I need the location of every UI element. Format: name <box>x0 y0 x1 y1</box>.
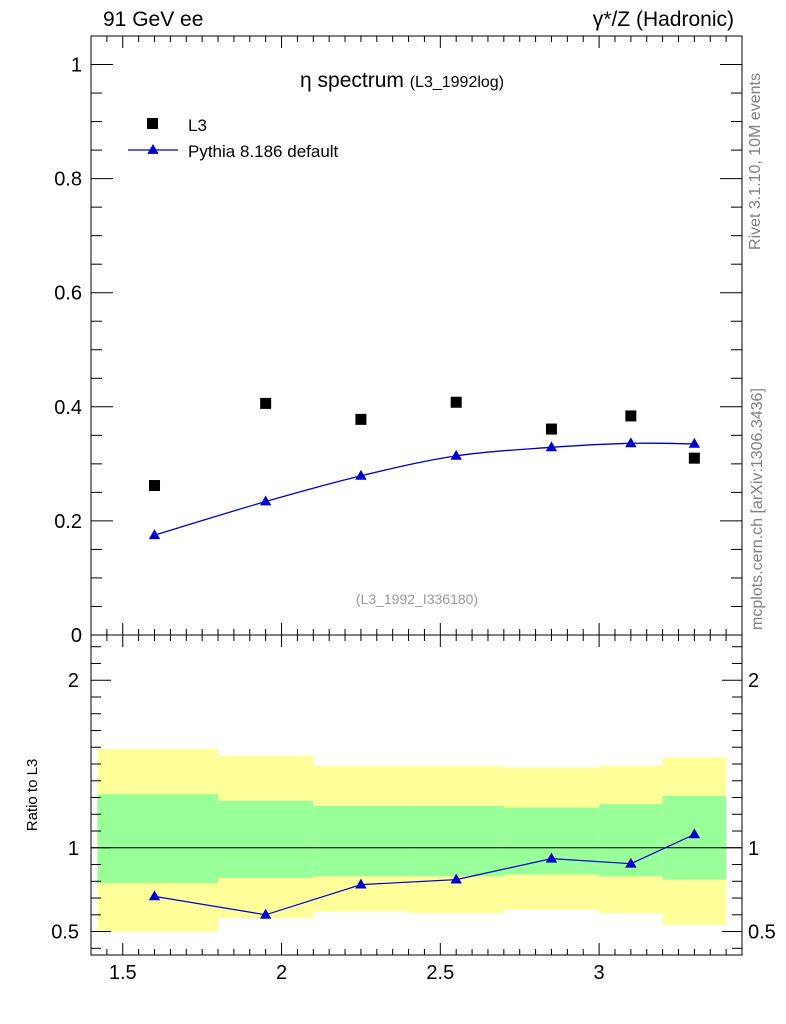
ratio-y-tick-label-left: 1 <box>68 838 79 860</box>
mc-curve <box>154 442 695 536</box>
legend: L3 Pythia 8.186 default <box>128 116 339 161</box>
ratio-y-tick-label-left: 0.5 <box>51 922 79 944</box>
plot-title-main: η spectrum <box>300 69 404 92</box>
uncertainty-band-inner <box>408 805 504 877</box>
ratio-point <box>625 857 637 868</box>
legend-marker-l3 <box>147 118 158 129</box>
x-tick-label: 3 <box>594 962 605 984</box>
uncertainty-band-inner <box>313 805 409 877</box>
ratio-y-axis-label: Ratio to L3 <box>24 759 41 832</box>
analysis-watermark: (L3_1992_I336180) <box>356 591 478 607</box>
y-tick-label: 0.2 <box>54 511 82 533</box>
ratio-y-tick-label-right: 2 <box>748 670 759 692</box>
data-point <box>355 413 367 425</box>
mc-point <box>450 449 462 460</box>
mc-point <box>355 469 367 480</box>
uncertainty-band-inner <box>503 807 600 875</box>
header-right: γ*/Z (Hadronic) <box>592 8 734 31</box>
y-tick-label: 0 <box>71 625 82 647</box>
main-panel: 0 0.2 0.4 0.6 0.8 1 η spectrum (L3_1992log) (… <box>54 35 743 647</box>
mc-point <box>625 437 637 448</box>
ratio-point <box>545 852 558 863</box>
ratio-plot-frame <box>90 634 743 956</box>
ratio-point <box>259 908 272 919</box>
plot-title-suffix: (L3_1992log) <box>410 74 504 91</box>
data-point <box>688 452 700 464</box>
header-left: 91 GeV ee <box>103 8 204 31</box>
y-tick-label: 0.8 <box>54 169 82 191</box>
y-tick-label: 0.6 <box>54 283 82 305</box>
data-point <box>260 397 272 409</box>
data-point <box>450 396 462 408</box>
ratio-panel: 1.5 2 2.5 3 0.5 0.5 1 1 2 2 Ratio to L3 <box>24 634 776 984</box>
mc-point <box>545 441 558 452</box>
legend-marker-mc <box>147 144 159 154</box>
ratio-point <box>688 828 701 839</box>
legend-label-l3: L3 <box>188 116 207 135</box>
mc-point <box>259 495 272 506</box>
y-tick-label: 1 <box>71 55 82 77</box>
mc-point <box>688 437 701 448</box>
x-tick-label: 2.5 <box>426 962 454 984</box>
legend-label-mc: Pythia 8.186 default <box>188 142 339 161</box>
ratio-point <box>355 878 367 889</box>
x-tick-label: 1.5 <box>109 962 137 984</box>
data-point <box>625 410 637 422</box>
uncertainty-band-inner <box>218 800 314 878</box>
plot-title: η spectrum (L3_1992log) <box>300 69 504 92</box>
y-tick-label: 0.4 <box>54 397 82 419</box>
data-point <box>545 423 557 435</box>
ratio-y-tick-label-left: 2 <box>68 670 79 692</box>
ratio-point <box>148 890 161 901</box>
ratio-y-tick-label-right: 1 <box>748 838 759 860</box>
data-point <box>149 480 161 492</box>
mc-point <box>148 529 161 540</box>
uncertainty-band-inner <box>97 794 219 883</box>
x-tick-label: 2 <box>276 962 287 984</box>
ratio-y-tick-label-right: 0.5 <box>748 922 776 944</box>
ratio-point <box>450 873 462 884</box>
